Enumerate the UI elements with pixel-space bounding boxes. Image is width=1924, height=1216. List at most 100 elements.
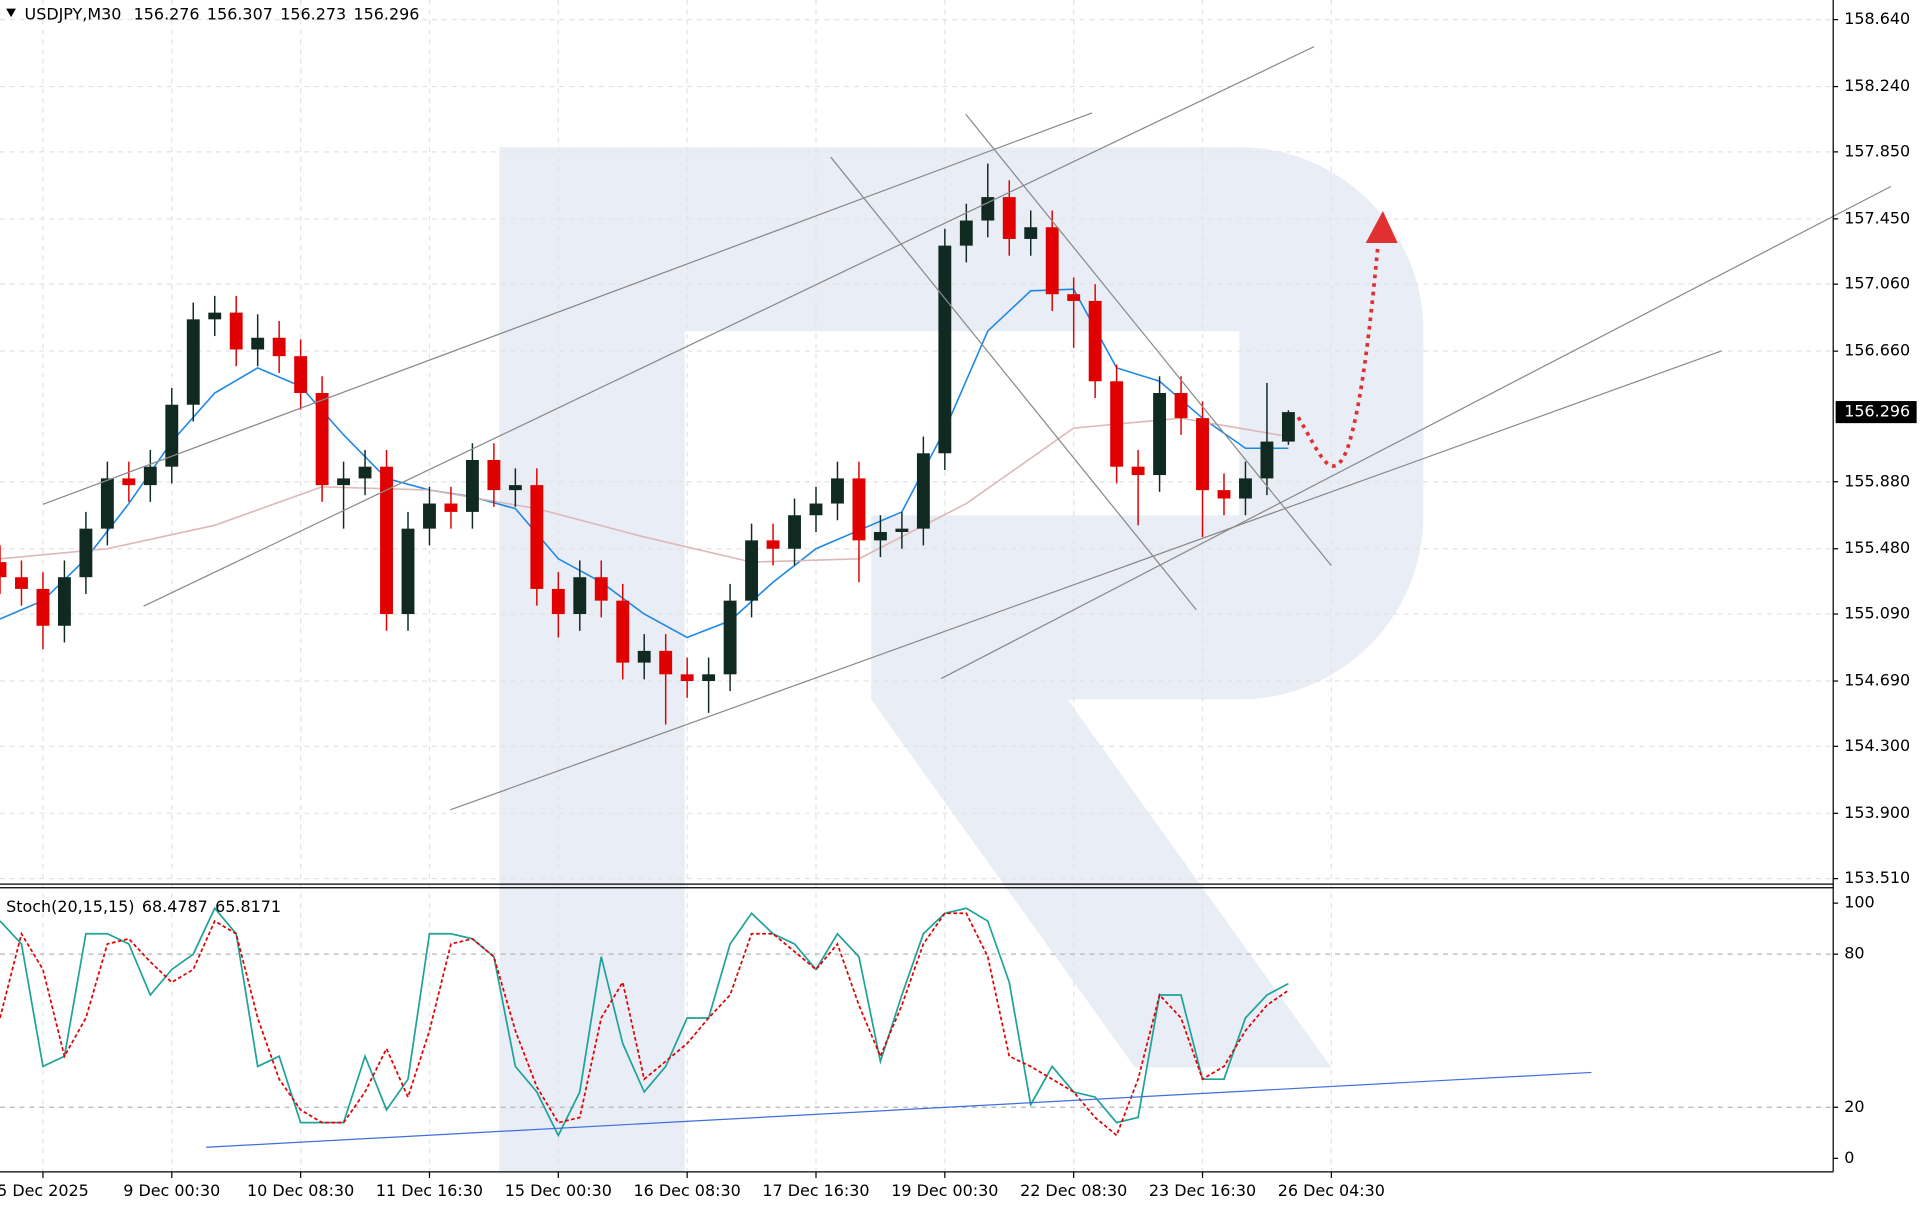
candle-body	[573, 577, 587, 615]
trendlines	[42, 46, 1892, 1148]
y-tick-label: 0	[1844, 1148, 1854, 1167]
stochastic-line	[0, 912, 1289, 1137]
candle-body	[143, 466, 157, 486]
candle-body	[1045, 227, 1059, 295]
candle-body	[57, 577, 71, 626]
menu-arrow[interactable]	[6, 8, 16, 18]
x-tick-label: 22 Dec 08:30	[1020, 1181, 1127, 1200]
x-tick-label: 17 Dec 16:30	[762, 1181, 869, 1200]
x-tick-label: 10 Dec 08:30	[247, 1181, 354, 1200]
candle-body	[1174, 393, 1188, 419]
candle-body	[186, 319, 200, 405]
y-tick-label: 158.240	[1844, 76, 1910, 95]
candle-body	[788, 515, 801, 549]
candle-body	[938, 245, 952, 454]
candle-body	[1217, 490, 1231, 499]
candle-body	[358, 466, 372, 479]
candle-body	[1067, 294, 1081, 301]
x-tick-label: 26 Dec 04:30	[1278, 1181, 1385, 1200]
candle-body	[36, 588, 50, 626]
marks: 153.510 153.900 154.300 154.690 155.090 155.4…	[0, 9, 1917, 1200]
y-tick-label: 80	[1844, 944, 1864, 963]
candle-body	[680, 674, 694, 682]
candle-body	[551, 588, 565, 615]
y-tick-label: 157.850	[1844, 141, 1910, 160]
candle-body	[637, 650, 651, 663]
candle-body	[702, 674, 716, 682]
x-tick-label: 23 Dec 16:30	[1149, 1181, 1256, 1200]
symbol-header: USDJPY,M30 156.276 156.307 156.273 156.296	[25, 4, 420, 23]
candle-body	[487, 459, 501, 491]
candle-body	[1260, 441, 1274, 479]
candle-body	[916, 453, 930, 529]
candle-body	[401, 528, 415, 615]
candle-body	[337, 478, 351, 486]
x-tick-label: 16 Dec 08:30	[634, 1181, 741, 1200]
x-tick-label: 15 Dec 00:30	[505, 1181, 612, 1200]
candle-body	[444, 503, 458, 512]
x-tick-label: 9 Dec 00:30	[123, 1181, 220, 1200]
y-tick-label: 155.480	[1844, 538, 1910, 557]
high-price: 156.307	[207, 4, 273, 23]
y-tick-label: 100	[1844, 893, 1874, 912]
close-price: 156.296	[353, 4, 419, 23]
candle-body	[745, 540, 759, 601]
y-tick-label: 157.450	[1844, 208, 1910, 227]
x-tick-label: 19 Dec 00:30	[891, 1181, 998, 1200]
frame	[0, 0, 1834, 1173]
candle-body	[208, 312, 222, 320]
candle-body	[122, 478, 136, 486]
candle-body	[1239, 478, 1252, 499]
candle-body	[251, 337, 265, 350]
candle-body	[423, 503, 436, 529]
candle-body	[959, 220, 973, 246]
candle-body	[873, 531, 887, 541]
candle-body	[981, 197, 995, 221]
candle-body	[1110, 381, 1124, 467]
candle-body	[272, 337, 286, 357]
candle-body	[508, 485, 522, 491]
y-tick-label: 155.880	[1844, 471, 1910, 490]
candle-body	[1196, 418, 1209, 491]
candle-body	[315, 393, 329, 486]
candle-body	[1153, 393, 1167, 476]
stochastic-line	[0, 906, 1289, 1138]
candle-body	[594, 577, 608, 601]
indicator-name: Stoch(20,15,15)	[6, 896, 134, 915]
y-tick-label: 153.900	[1844, 803, 1910, 822]
candle-body	[1088, 300, 1102, 382]
indicator-main: 68.4787	[142, 896, 208, 915]
candle-body	[530, 485, 544, 589]
moving-average	[0, 417, 1289, 563]
y-tick-label: 153.510	[1844, 868, 1910, 887]
watermark	[499, 147, 1424, 1172]
y-tick-label: 156.660	[1844, 341, 1910, 360]
candle-body	[380, 466, 393, 615]
grid	[0, 0, 1834, 1172]
candle-body	[0, 562, 7, 578]
candle-body	[294, 356, 308, 394]
candle-body	[1131, 466, 1145, 476]
candle-body	[1002, 197, 1016, 239]
low-price: 156.273	[280, 4, 346, 23]
y-tick-label: 157.060	[1844, 274, 1910, 293]
candle-body	[852, 478, 866, 541]
candle-body	[766, 540, 780, 549]
candle-body	[659, 650, 673, 675]
candle-body	[15, 577, 28, 589]
y-tick-label: 20	[1844, 1097, 1864, 1116]
candle-body	[100, 478, 114, 529]
candle-body	[723, 600, 737, 675]
indicator-header: Stoch(20,15,15) 68.4787 65.8171	[6, 896, 281, 915]
candle-body	[229, 312, 243, 350]
candle-body	[809, 503, 823, 516]
candle-body	[831, 478, 844, 504]
x-tick-label: 5 Dec 2025	[0, 1181, 89, 1200]
last-price-box	[1835, 401, 1917, 424]
y-tick-label: 154.300	[1844, 736, 1910, 755]
y-tick-label: 158.640	[1844, 9, 1910, 28]
candle-body	[79, 528, 93, 578]
